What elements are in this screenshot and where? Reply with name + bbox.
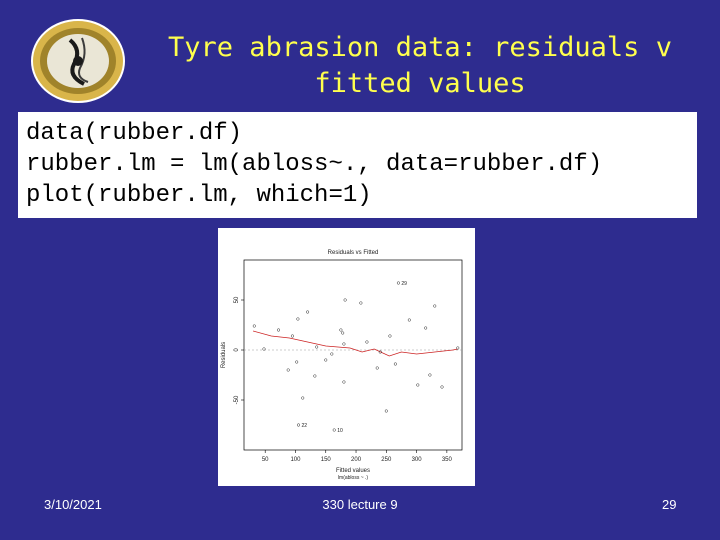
residual-plot-panel: Residuals vs Fitted 50 100 150 200 250 300 350 5… xyxy=(218,228,475,486)
x-tick-label: 150 xyxy=(321,457,332,463)
x-tick-label: 350 xyxy=(442,457,453,463)
data-point xyxy=(295,360,299,364)
data-point xyxy=(324,358,328,362)
data-point xyxy=(290,334,294,338)
outlier-label: 10 xyxy=(337,428,343,434)
data-point xyxy=(252,324,256,328)
data-point xyxy=(332,428,336,432)
y-tick-label: 50 xyxy=(234,296,240,303)
data-point xyxy=(342,342,346,346)
data-point xyxy=(388,334,392,338)
slide-title-line-2: fitted values xyxy=(314,68,526,99)
x-tick-label: 200 xyxy=(351,457,362,463)
data-point xyxy=(286,368,290,372)
data-point xyxy=(407,318,411,322)
footer-lecture: 330 lecture 9 xyxy=(322,497,398,512)
outlier-label: 22 xyxy=(302,423,308,429)
x-tick-label: 100 xyxy=(290,457,301,463)
data-point xyxy=(416,383,420,387)
x-axis-sublabel: lm(abloss ~ .) xyxy=(338,475,368,481)
y-tick-label: -50 xyxy=(234,395,240,404)
plot-frame xyxy=(243,259,463,451)
lowess-smoother-line xyxy=(252,330,458,357)
data-point xyxy=(301,396,305,400)
outlier-label: 29 xyxy=(401,281,407,287)
data-point xyxy=(306,310,310,314)
data-point xyxy=(276,328,281,332)
data-point xyxy=(315,345,319,349)
data-point xyxy=(440,385,444,389)
data-point xyxy=(396,281,400,285)
data-point xyxy=(343,298,347,302)
data-point xyxy=(296,423,301,427)
footer-page-number: 29 xyxy=(662,497,677,512)
data-point xyxy=(378,350,382,354)
data-point xyxy=(359,301,363,305)
code-line-2: rubber.lm = lm(abloss~., data=rubber.df) xyxy=(26,151,603,178)
data-point xyxy=(330,352,334,356)
data-point xyxy=(262,347,266,351)
slide-title: Tyre abrasion data: residuals v fitted v… xyxy=(150,30,690,102)
code-line-1: data(rubber.df) xyxy=(26,120,243,147)
slide-title-line-1: Tyre abrasion data: residuals v xyxy=(168,32,672,63)
data-point xyxy=(433,304,437,308)
university-crest-logo xyxy=(31,19,125,103)
data-point xyxy=(456,346,460,350)
footer-date: 3/10/2021 xyxy=(44,497,102,512)
data-point xyxy=(342,380,346,384)
data-point xyxy=(313,374,317,378)
data-point xyxy=(296,317,300,321)
y-tick-label: 0 xyxy=(234,348,240,352)
data-point xyxy=(393,362,397,366)
data-point xyxy=(341,331,345,335)
code-line-3: plot(rubber.lm, which=1) xyxy=(26,182,372,209)
chart-title: Residuals vs Fitted xyxy=(328,250,379,256)
data-point xyxy=(365,340,369,344)
data-point xyxy=(375,366,379,370)
data-point xyxy=(428,373,432,377)
x-tick-label: 50 xyxy=(262,457,269,463)
code-block: data(rubber.df) rubber.lm = lm(abloss~.,… xyxy=(18,112,697,218)
x-tick-label: 300 xyxy=(412,457,423,463)
data-point xyxy=(424,326,428,330)
x-tick-label: 250 xyxy=(381,457,392,463)
data-point xyxy=(339,328,343,332)
x-axis-label: Fitted values xyxy=(336,468,370,474)
y-axis-label: Residuals xyxy=(221,342,227,368)
data-point xyxy=(384,409,388,413)
